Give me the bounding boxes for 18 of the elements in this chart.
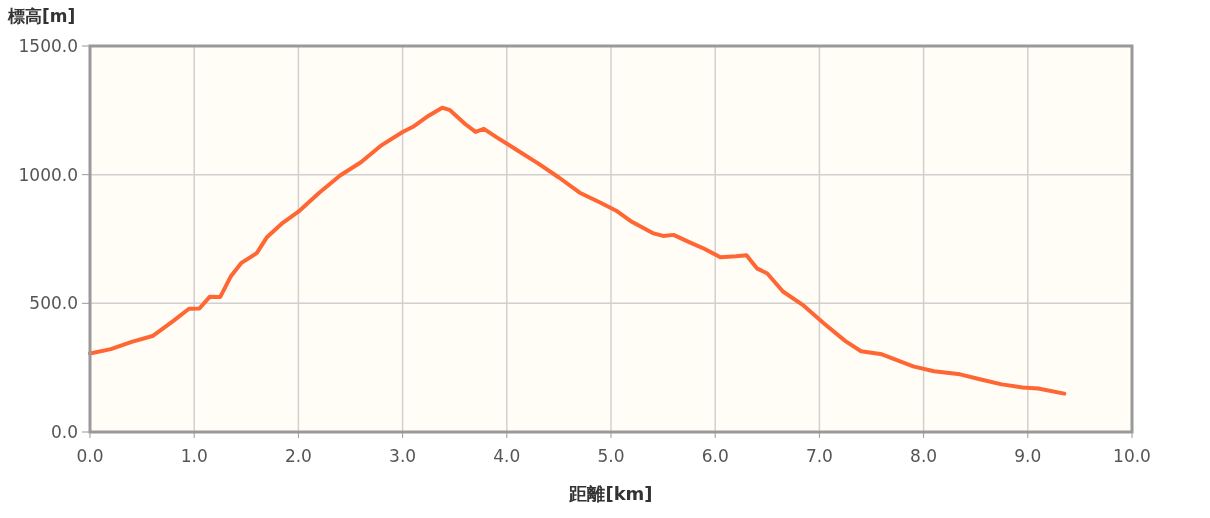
x-tick-label: 3.0 [389,446,417,466]
x-tick-label: 8.0 [910,446,938,466]
y-tick-label: 1500.0 [18,35,78,56]
y-tick-label: 1000.0 [18,164,78,185]
x-tick-label: 1.0 [180,446,208,466]
x-tick-label: 2.0 [284,446,312,466]
x-tick-label: 0.0 [76,446,104,466]
y-tick-label: 0.0 [50,421,78,442]
x-tick-label: 5.0 [597,446,625,466]
x-axis-title: 距離[km] [568,483,653,504]
y-tick-label: 500.0 [29,293,78,314]
x-tick-label: 9.0 [1014,446,1042,466]
x-tick-label: 4.0 [493,446,521,466]
y-axis-title: 標高[m] [7,6,76,26]
x-tick-label: 7.0 [805,446,833,466]
x-tick-label: 10.0 [1113,446,1151,466]
x-tick-label: 6.0 [701,446,729,466]
line-series [88,105,1067,396]
